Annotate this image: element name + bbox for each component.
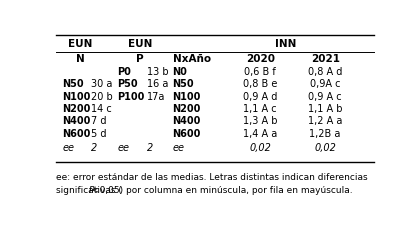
Text: 1,3 A b: 1,3 A b xyxy=(243,116,277,126)
Text: P0: P0 xyxy=(117,67,131,76)
Text: ee: ee xyxy=(173,142,184,152)
Text: N50: N50 xyxy=(62,79,84,89)
Text: 0,8 B e: 0,8 B e xyxy=(243,79,277,89)
Text: EUN: EUN xyxy=(68,38,92,48)
Text: P: P xyxy=(136,54,144,64)
Text: 2021: 2021 xyxy=(310,54,340,64)
Text: 0,9 A c: 0,9 A c xyxy=(308,91,342,101)
Text: 0,8 A d: 0,8 A d xyxy=(308,67,342,76)
Text: NxAño: NxAño xyxy=(173,54,211,64)
Text: 0,9 A d: 0,9 A d xyxy=(243,91,277,101)
Text: 30 a: 30 a xyxy=(91,79,113,89)
Text: ee: ee xyxy=(117,142,129,152)
Text: <0,05) por columna en minúscula, por fila en mayúscula.: <0,05) por columna en minúscula, por fil… xyxy=(92,185,353,194)
Text: 1,1 A b: 1,1 A b xyxy=(308,104,342,114)
Text: 1,2B a: 1,2B a xyxy=(310,128,341,138)
Text: 5 d: 5 d xyxy=(91,128,107,138)
Text: 0,02: 0,02 xyxy=(249,142,271,152)
Text: N600: N600 xyxy=(62,128,91,138)
Text: P100: P100 xyxy=(117,91,145,101)
Text: P50: P50 xyxy=(117,79,138,89)
Text: 2: 2 xyxy=(91,142,98,152)
Text: N200: N200 xyxy=(62,104,91,114)
Text: N600: N600 xyxy=(173,128,201,138)
Text: EUN: EUN xyxy=(128,38,152,48)
Text: 17a: 17a xyxy=(147,91,165,101)
Text: significativas (: significativas ( xyxy=(56,185,122,194)
Text: ee: ee xyxy=(62,142,74,152)
Text: INN: INN xyxy=(275,38,297,48)
Text: N100: N100 xyxy=(62,91,91,101)
Text: 1,4 A a: 1,4 A a xyxy=(243,128,277,138)
Text: N400: N400 xyxy=(62,116,91,126)
Text: 7 d: 7 d xyxy=(91,116,107,126)
Text: N400: N400 xyxy=(173,116,201,126)
Text: 13 b: 13 b xyxy=(147,67,168,76)
Text: 0,9A c: 0,9A c xyxy=(310,79,340,89)
Text: 14 c: 14 c xyxy=(91,104,112,114)
Text: N100: N100 xyxy=(173,91,201,101)
Text: N50: N50 xyxy=(173,79,194,89)
Text: 2020: 2020 xyxy=(246,54,275,64)
Text: 1,1 A c: 1,1 A c xyxy=(243,104,277,114)
Text: ee: error estándar de las medias. Letras distintas indican diferencias: ee: error estándar de las medias. Letras… xyxy=(56,172,367,181)
Text: 20 b: 20 b xyxy=(91,91,113,101)
Text: 2: 2 xyxy=(147,142,153,152)
Text: N0: N0 xyxy=(173,67,187,76)
Text: 0,6 B f: 0,6 B f xyxy=(244,67,276,76)
Text: 1,2 A a: 1,2 A a xyxy=(308,116,342,126)
Text: 0,02: 0,02 xyxy=(314,142,336,152)
Text: N: N xyxy=(75,54,84,64)
Text: P: P xyxy=(89,185,94,194)
Text: N200: N200 xyxy=(173,104,201,114)
Text: 16 a: 16 a xyxy=(147,79,168,89)
